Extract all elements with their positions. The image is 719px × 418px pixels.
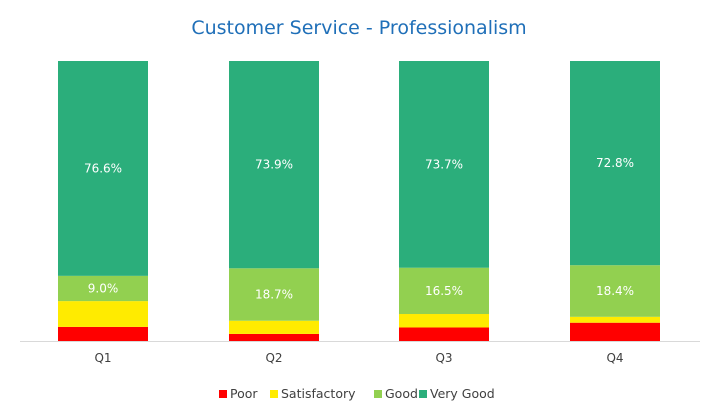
bar-segment-very-good-q3: [399, 61, 489, 268]
bar-segment-poor-q2: [229, 333, 319, 342]
bar-segment-satisfactory-q2: [229, 320, 319, 334]
bar-segment-satisfactory-q1: [58, 301, 148, 327]
legend-swatch: [419, 390, 427, 398]
legend-swatch: [219, 390, 227, 398]
bar-segment-good-q4: [570, 265, 660, 317]
bar-segment-very-good-q4: [570, 61, 660, 266]
legend-label: Poor: [230, 386, 258, 401]
bar-segment-poor-q1: [58, 326, 148, 342]
chart-title: Customer Service - Professionalism: [191, 17, 526, 39]
x-tick-label: Q3: [435, 351, 452, 365]
legend: Poor Satisfactory Good Very Good: [219, 386, 495, 401]
bar-segment-good-q3: [399, 267, 489, 315]
legend-label: Satisfactory: [281, 386, 356, 401]
data-label: 18.4%: [596, 284, 634, 298]
bar-segment-poor-q4: [570, 322, 660, 342]
bar-segment-good-q1: [58, 275, 148, 302]
legend-label: Very Good: [430, 386, 495, 401]
bar-segment-good-q2: [229, 268, 319, 321]
x-tick-label: Q4: [606, 351, 623, 365]
bar-segment-very-good-q1: [58, 61, 148, 276]
data-label: 18.7%: [255, 288, 293, 302]
bar-segment-very-good-q2: [229, 61, 319, 269]
data-label: 73.9%: [255, 158, 293, 172]
bar-segment-poor-q3: [399, 327, 489, 342]
data-label: 72.8%: [596, 156, 634, 170]
legend-swatch: [270, 390, 278, 398]
data-label: 16.5%: [425, 284, 463, 298]
data-label: 9.0%: [88, 281, 119, 295]
x-tick-label: Q1: [94, 351, 111, 365]
data-label: 73.7%: [425, 157, 463, 171]
legend-label: Good: [385, 386, 418, 401]
bar-segment-satisfactory-q4: [570, 316, 660, 323]
x-tick-label: Q2: [265, 351, 282, 365]
bar-segment-satisfactory-q3: [399, 314, 489, 328]
data-label: 76.6%: [84, 161, 122, 175]
legend-swatch: [374, 390, 382, 398]
